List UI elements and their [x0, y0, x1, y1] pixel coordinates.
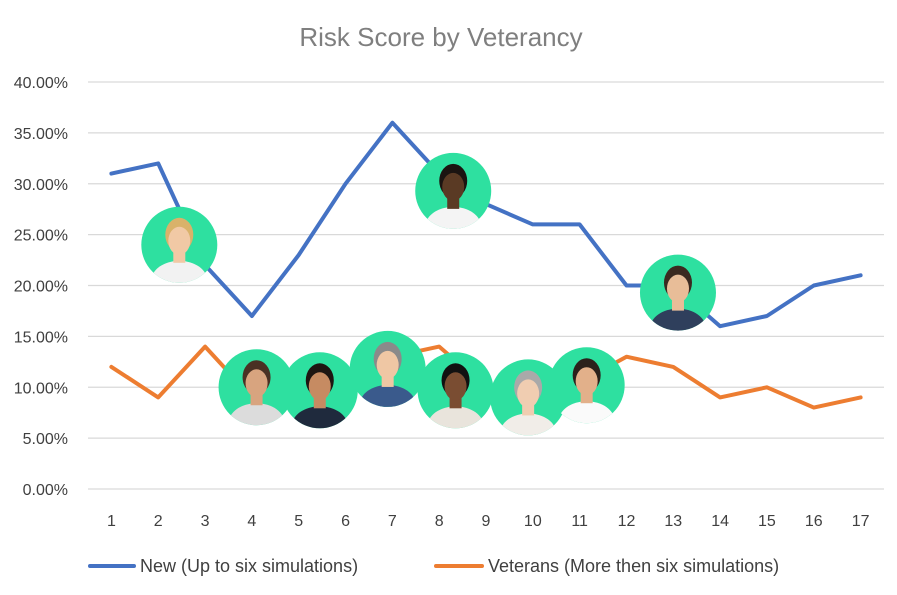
x-tick-label: 12 — [618, 513, 636, 530]
x-tick-label: 13 — [664, 513, 682, 530]
x-tick-label: 2 — [154, 513, 163, 530]
avatar-body — [228, 403, 285, 426]
y-tick-label: 15.00% — [14, 329, 68, 346]
x-tick-label: 8 — [435, 513, 444, 530]
x-tick-label: 4 — [247, 513, 256, 530]
avatar-face — [666, 274, 689, 303]
bearded-man-portrait — [415, 152, 492, 229]
y-tick-label: 35.00% — [14, 126, 68, 143]
x-tick-label: 1 — [107, 513, 116, 530]
gridlines — [88, 81, 884, 490]
series-lines — [109, 120, 863, 410]
y-tick-label: 20.00% — [14, 279, 68, 296]
x-tick-label: 7 — [388, 513, 397, 530]
man-on-phone-portrait — [548, 347, 625, 424]
avatar-neck — [250, 393, 263, 406]
legend-item-veterans: Veterans (More then six simulations) — [434, 556, 779, 576]
legend: New (Up to six simulations) Veterans (Mor… — [88, 556, 779, 576]
y-tick-label: 30.00% — [14, 177, 68, 194]
avatar-face — [245, 369, 268, 398]
x-tick-label: 16 — [805, 513, 823, 530]
avatar-body — [558, 401, 615, 424]
avatar-body — [649, 308, 706, 331]
series-line-new — [109, 120, 863, 329]
y-tick-label: 40.00% — [14, 75, 68, 92]
y-tick-label: 5.00% — [23, 431, 68, 448]
avatar-face — [517, 379, 540, 408]
x-tick-label: 5 — [294, 513, 303, 530]
avatar-neck — [173, 250, 186, 263]
avatar-face — [444, 372, 467, 401]
x-tick-label: 14 — [711, 513, 729, 530]
avatar-face — [308, 372, 331, 401]
y-tick-label: 10.00% — [14, 380, 68, 397]
x-tick-label: 3 — [201, 513, 210, 530]
woman-hair-bun-portrait — [417, 352, 494, 429]
x-tick-label: 10 — [524, 513, 542, 530]
avatar-face — [442, 172, 465, 201]
avatar-body — [500, 413, 557, 436]
avatar-body — [151, 260, 208, 283]
avatar-face — [376, 350, 399, 379]
older-man-glasses-portrait — [349, 330, 426, 407]
x-tick-label: 17 — [852, 513, 870, 530]
legend-label: New (Up to six simulations) — [140, 556, 358, 576]
curly-hair-person-portrait — [218, 349, 295, 426]
chart-title: Risk Score by Veterancy — [299, 22, 582, 52]
x-tick-label: 9 — [482, 513, 491, 530]
avatar-face — [168, 226, 191, 255]
y-tick-label: 25.00% — [14, 228, 68, 245]
legend-item-new: New (Up to six simulations) — [88, 556, 358, 576]
avatar-body — [291, 406, 348, 429]
avatar-face — [575, 367, 598, 396]
legend-label: Veterans (More then six simulations) — [488, 556, 779, 576]
older-woman-portrait — [490, 359, 567, 436]
avatar-body — [427, 406, 484, 429]
avatar-body — [359, 384, 416, 407]
businesswoman-portrait — [281, 352, 358, 429]
avatar-markers — [141, 152, 716, 436]
woman-glasses-portrait — [141, 206, 218, 283]
young-man-portrait — [639, 254, 716, 331]
x-tick-label: 6 — [341, 513, 350, 530]
x-tick-label: 15 — [758, 513, 776, 530]
x-tick-label: 11 — [571, 513, 588, 530]
avatar-body — [425, 206, 482, 229]
y-tick-label: 0.00% — [23, 482, 68, 499]
x-axis: 1 2 3 4 5 6 7 8 9 10 11 12 13 14 15 16 17 — [107, 513, 870, 530]
y-axis: 0.00% 5.00% 10.00% 15.00% 20.00% 25.00% 30.00%… — [14, 75, 68, 499]
